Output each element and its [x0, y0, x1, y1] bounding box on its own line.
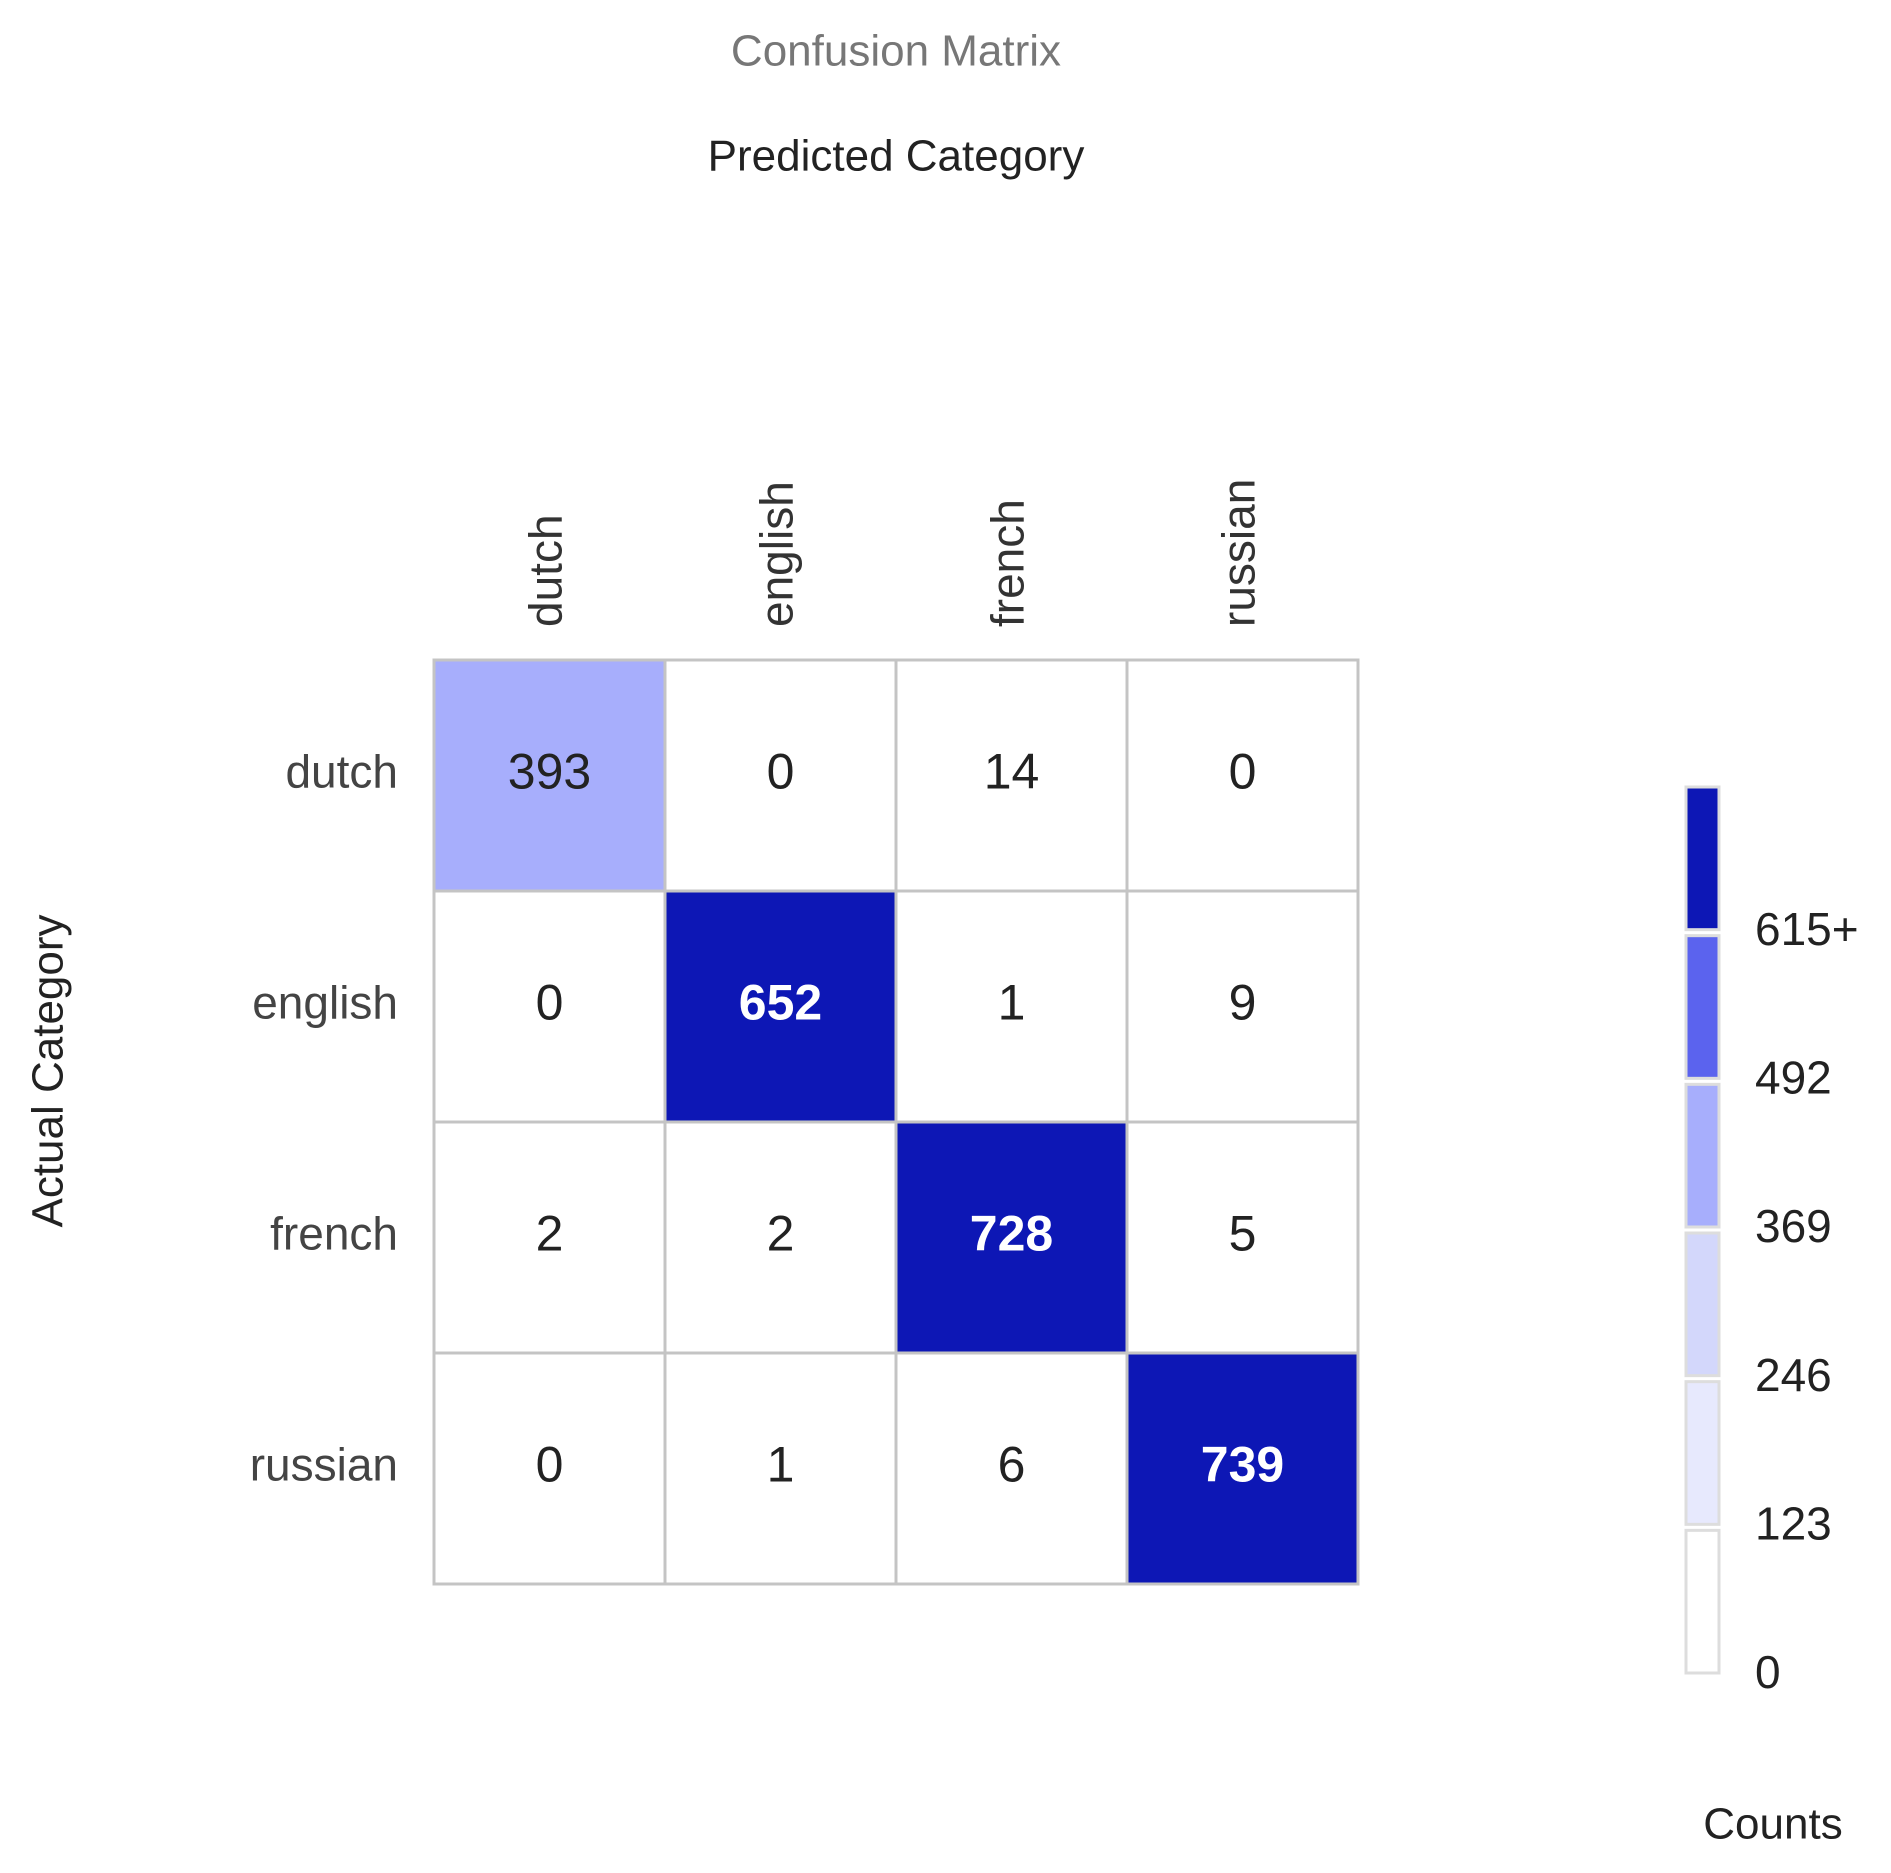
- colorbar-segment: [1684, 934, 1721, 1080]
- colorbar-segment: [1684, 1082, 1721, 1229]
- y-tick-label: english: [252, 977, 398, 1029]
- chart-title: Confusion Matrix: [731, 27, 1061, 76]
- cell-label: 0: [1229, 744, 1257, 800]
- x-axis-label: Predicted Category: [708, 132, 1085, 181]
- cell-label: 1: [767, 1437, 795, 1493]
- cell-label: 2: [536, 1206, 564, 1262]
- cell-label: 393: [508, 744, 591, 800]
- colorbar-segment: [1684, 785, 1721, 932]
- x-tick-label: russian: [1213, 479, 1265, 627]
- colorbar-tick-label: 369: [1755, 1200, 1832, 1252]
- heatmap-cell: [894, 658, 1129, 893]
- colorbar-segment: [1684, 1231, 1721, 1378]
- heatmap-cell: [663, 658, 898, 893]
- heatmap-cell: [432, 889, 667, 1124]
- cell-label: 652: [739, 975, 822, 1031]
- cell-label: 728: [970, 1206, 1053, 1262]
- heatmap-cell: [1125, 889, 1360, 1124]
- y-tick-label: russian: [250, 1439, 398, 1491]
- colorbar-segment: [1684, 1380, 1721, 1526]
- cell-label: 0: [536, 1437, 564, 1493]
- heatmap-cell: [1125, 1120, 1360, 1355]
- colorbar-tick-label: 123: [1755, 1497, 1832, 1549]
- x-tick-label: french: [982, 499, 1034, 627]
- colorbar-tick-label: 0: [1755, 1646, 1781, 1698]
- cell-label: 5: [1229, 1206, 1257, 1262]
- colorbar-tick-label: 246: [1755, 1349, 1832, 1401]
- colorbar-tick-label: 615+: [1755, 903, 1859, 955]
- heatmap-cell: [663, 889, 898, 1124]
- heatmap-cell: [663, 1120, 898, 1355]
- y-axis-label: Actual Category: [24, 914, 73, 1227]
- cell-label: 2: [767, 1206, 795, 1262]
- cell-label: 9: [1229, 975, 1257, 1031]
- heatmap-cell: [663, 1351, 898, 1586]
- heatmap-cell: [1125, 658, 1360, 893]
- x-tick-label: english: [751, 481, 803, 627]
- cell-label: 6: [998, 1437, 1026, 1493]
- colorbar-segment: [1684, 1528, 1721, 1675]
- y-tick-label: dutch: [285, 746, 398, 798]
- cell-label: 14: [984, 744, 1040, 800]
- colorbar-tick-label: 492: [1755, 1051, 1832, 1103]
- heatmap-cell: [432, 658, 667, 893]
- heatmap-cell: [432, 1351, 667, 1586]
- cell-label: 1: [998, 975, 1026, 1031]
- y-tick-label: french: [270, 1208, 398, 1260]
- heatmap-cell: [1125, 1351, 1360, 1586]
- cell-label: 739: [1201, 1437, 1284, 1493]
- cell-label: 0: [767, 744, 795, 800]
- cell-label: 0: [536, 975, 564, 1031]
- colorbar-label: Counts: [1703, 1800, 1842, 1849]
- x-tick-label: dutch: [520, 514, 572, 627]
